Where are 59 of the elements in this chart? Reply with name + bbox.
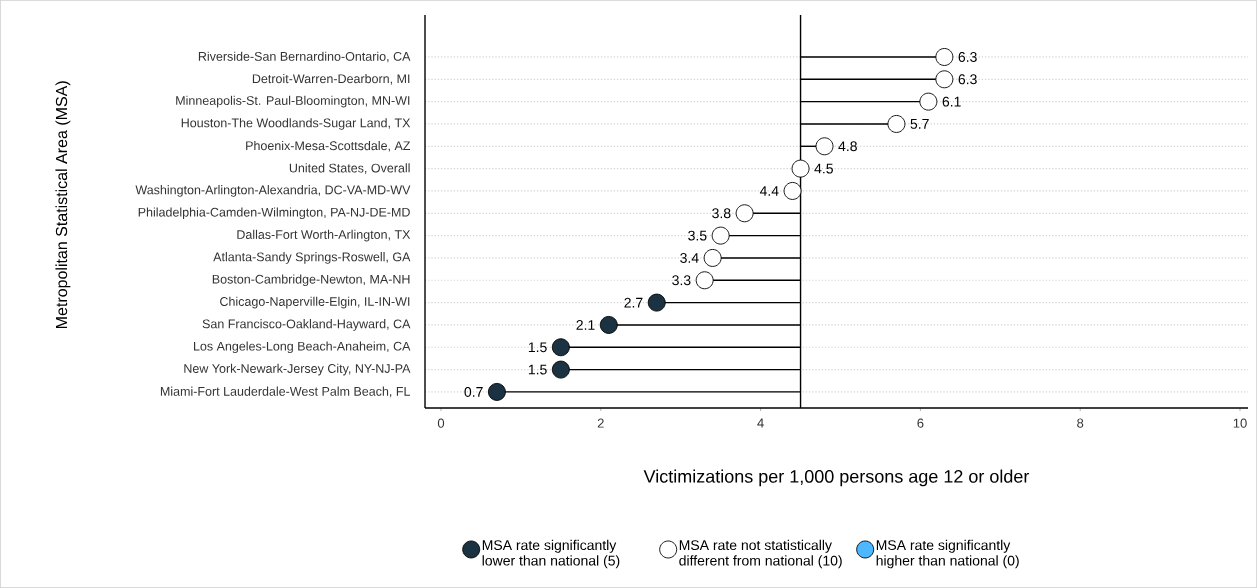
point	[487, 382, 506, 401]
y-tick-label: Dallas-Fort Worth-Arlington, TX	[237, 229, 411, 242]
x-tick-label: 6	[917, 418, 924, 428]
point	[703, 248, 722, 267]
data-label: 3.3	[672, 275, 691, 286]
point	[695, 271, 714, 290]
point	[599, 315, 618, 334]
data-label: 3.5	[688, 230, 707, 241]
data-label: 4.8	[838, 141, 857, 152]
point	[711, 226, 730, 245]
y-tick-label: Boston-Cambridge-Newton, MA-NH	[212, 274, 410, 287]
point	[551, 360, 570, 379]
x-tick-label: 0	[437, 418, 445, 428]
point	[919, 92, 938, 111]
data-label: 6.3	[958, 52, 977, 62]
y-tick-label: Atlanta-Sandy Springs-Roswell, GA	[213, 252, 411, 264]
y-tick-label: Los Angeles-Long Beach-Anaheim, CA	[194, 341, 411, 354]
x-tick-label: 10	[1233, 418, 1247, 428]
y-tick-label: United States, Overall	[289, 163, 410, 174]
legend-label: MSA rate significantly lower than national (5)	[482, 539, 620, 569]
point	[735, 204, 754, 223]
y-tick-label: Houston-The Woodlands-Sugar Land, TX	[181, 118, 411, 130]
y-tick-label: Minneapolis-St. Paul-Bloomington, MN-WI	[176, 95, 410, 108]
y-tick-label: New York-Newark-Jersey City, NY-NJ-PA	[184, 363, 411, 376]
point	[887, 115, 906, 133]
data-label: 6.1	[942, 96, 961, 107]
point	[935, 70, 954, 89]
legend-label: MSA rate significantly higher than national (0)	[876, 539, 1019, 569]
point	[815, 137, 834, 156]
x-tick-label: 4	[757, 418, 764, 428]
point	[791, 159, 810, 178]
data-label: 4.4	[759, 186, 779, 196]
y-axis-title: Metropolitan Statistical Area (MSA)	[55, 81, 71, 328]
data-label: 5.7	[910, 119, 929, 129]
y-tick-label: Miami-Fort Lauderdale-West Palm Beach, FL	[160, 386, 411, 398]
legend-label: MSA rate not statistically different from national (10)	[679, 539, 842, 569]
x-tick-label: 8	[1077, 418, 1084, 428]
data-label: 6.3	[958, 74, 977, 85]
data-label: 2.1	[576, 320, 595, 330]
point	[783, 182, 802, 200]
y-tick-label: Phoenix-Mesa-Scottsdale, AZ	[246, 140, 411, 152]
data-label: 1.5	[528, 342, 547, 353]
data-label: 2.7	[624, 297, 643, 308]
data-label: 0.7	[464, 386, 483, 397]
y-tick-label: Philadelphia-Camden-Wilmington, PA-NJ-DE-MD	[138, 207, 410, 220]
data-label: 4.5	[814, 163, 833, 174]
data-label: 3.4	[680, 252, 699, 263]
x-axis-title: Victimizations per 1,000 persons age 12 or older	[643, 469, 1030, 487]
point	[647, 293, 666, 312]
y-tick-label: Detroit-Warren-Dearborn, MI	[252, 73, 410, 85]
point	[551, 338, 570, 357]
x-tick-label: 2	[597, 418, 604, 428]
y-tick-label: Riverside-San Bernardino-Ontario, CA	[198, 51, 411, 63]
y-tick-label: San Francisco-Oakland-Hayward, CA	[202, 319, 411, 331]
data-label: 1.5	[528, 364, 547, 375]
y-tick-label: Washington-Arlington-Alexandria, DC-VA-MD-WV	[135, 185, 411, 197]
data-label: 3.8	[712, 208, 731, 219]
y-tick-label: Chicago-Naperville-Elgin, IL-IN-WI	[220, 296, 410, 309]
point	[935, 48, 954, 66]
